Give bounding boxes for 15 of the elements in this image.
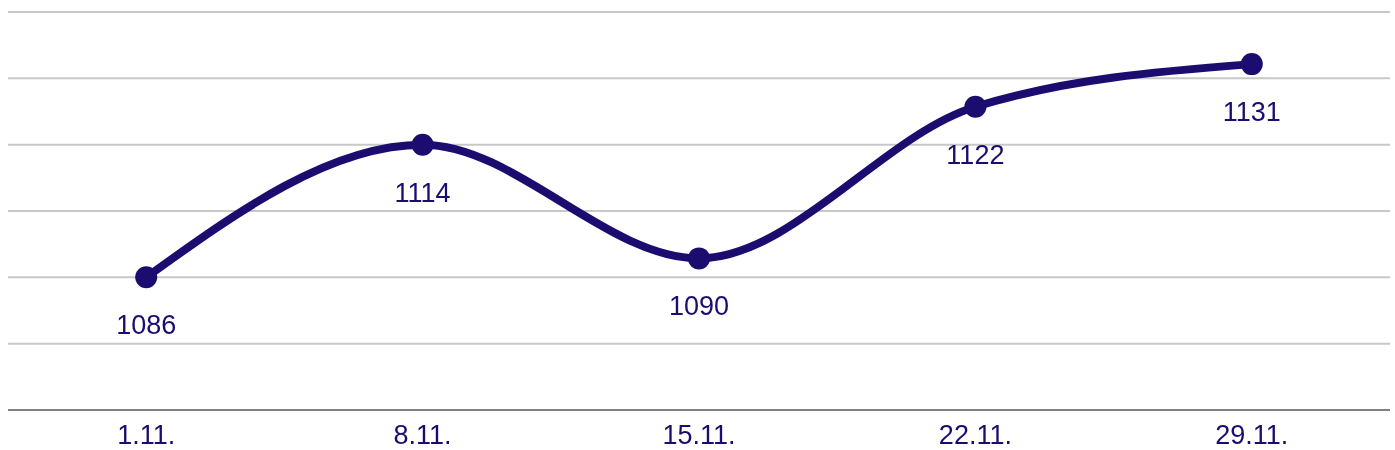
point	[135, 266, 158, 289]
x-tick-label: 22.11.	[938, 420, 1012, 450]
data-label: 1090	[668, 291, 730, 322]
data-label: 1122	[946, 139, 1005, 170]
x-tick-label: 15.11.	[662, 420, 736, 450]
point	[1240, 53, 1263, 76]
data-label: 1114	[394, 177, 451, 208]
x-tick-label: 1.11.	[117, 420, 176, 450]
point	[688, 247, 710, 270]
point	[411, 133, 434, 156]
x-tick-label: 29.11.	[1215, 420, 1289, 450]
point	[964, 95, 987, 118]
x-tick-label: 8.11.	[393, 420, 452, 450]
data-label: 1086	[116, 310, 177, 341]
data-label: 1131	[1222, 97, 1281, 128]
